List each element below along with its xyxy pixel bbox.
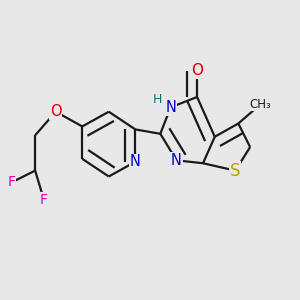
Text: O: O xyxy=(50,104,61,119)
Text: F: F xyxy=(40,193,48,207)
Text: N: N xyxy=(130,154,141,169)
Text: S: S xyxy=(230,162,241,180)
Text: N: N xyxy=(165,100,176,115)
Text: CH₃: CH₃ xyxy=(250,98,271,111)
Text: H: H xyxy=(153,93,162,106)
Text: N: N xyxy=(171,153,182,168)
Text: F: F xyxy=(8,176,16,189)
Text: O: O xyxy=(191,63,203,78)
